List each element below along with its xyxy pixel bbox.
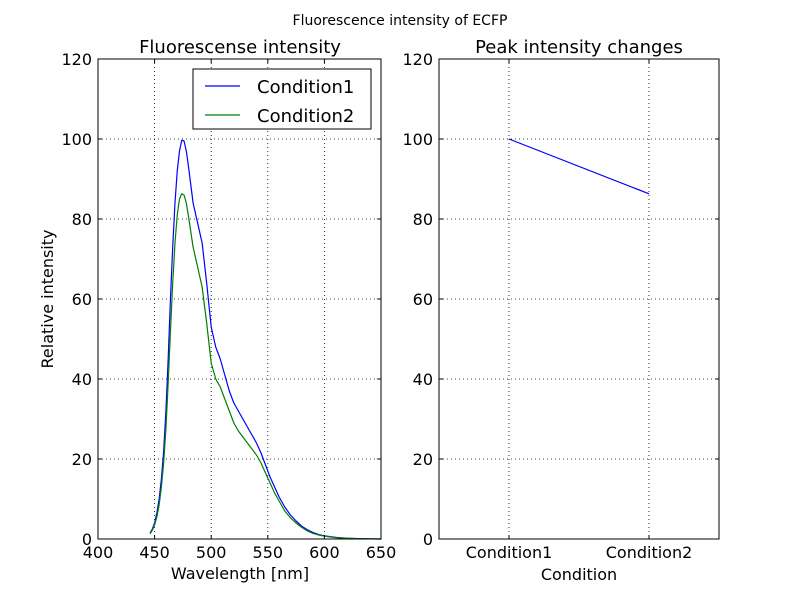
peak-xtick-label: Condition2 [606,543,693,562]
peak-ytick-label: 0 [423,530,433,549]
spectrum-xtick-label: 650 [366,543,397,562]
spectrum-ytick-label: 0 [82,530,92,549]
spectrum-xtick-label: 600 [309,543,340,562]
spectrum-grid [98,59,381,539]
spectrum-panel: 400 450 500 550 600 650 0 20 40 60 80 100 120 Fluore… [38,37,396,583]
spectrum-title: Fluorescense intensity [139,37,341,58]
peak-ytick-label: 60 [413,290,433,309]
spectrum-ylabel: Relative intensity [38,230,57,369]
peak-ytick-label: 80 [413,210,433,229]
spectrum-series-line-condition1 [149,139,382,540]
figure-suptitle: Fluorescence intensity of ECFP [293,13,508,29]
peak-ytick-label: 20 [413,450,433,469]
peak-xtick-label: Condition1 [466,543,553,562]
spectrum-ytick-label: 20 [72,450,92,469]
peak-series [508,138,650,195]
peak-ticks: Condition1 Condition2 0 20 40 60 80 100 120 [402,50,719,562]
spectrum-legend: Condition1 Condition2 [192,68,372,130]
spectrum-plot-area [97,58,382,540]
spectrum-ticks: 400 450 500 550 600 650 0 20 40 60 80 100 120 [61,50,396,562]
peak-series-line [508,138,650,195]
spectrum-ytick-label: 60 [72,290,92,309]
peak-ytick-label: 40 [413,370,433,389]
spectrum-ytick-label: 40 [72,370,92,389]
legend-label-condition1: Condition1 [257,77,354,98]
spectrum-ytick-label: 80 [72,210,92,229]
legend-frame [192,68,372,130]
spectrum-ytick-label: 100 [61,130,92,149]
spectrum-xtick-label: 400 [83,543,114,562]
peak-xlabel: Condition [541,565,617,584]
legend-label-condition2: Condition2 [257,106,354,127]
spectrum-ytick-label: 120 [61,50,92,69]
spectrum-xtick-label: 550 [253,543,284,562]
peak-title: Peak intensity changes [475,37,683,58]
spectrum-series-line-condition2 [149,193,382,540]
spectrum-xtick-label: 450 [139,543,170,562]
peak-panel: Condition1 Condition2 0 20 40 60 80 100 120 Peak… [402,37,720,584]
spectrum-xlabel: Wavelength [nm] [171,564,309,583]
peak-ytick-label: 120 [402,50,433,69]
spectrum-xtick-label: 500 [196,543,227,562]
spectrum-series [149,139,382,540]
peak-ytick-label: 100 [402,130,433,149]
